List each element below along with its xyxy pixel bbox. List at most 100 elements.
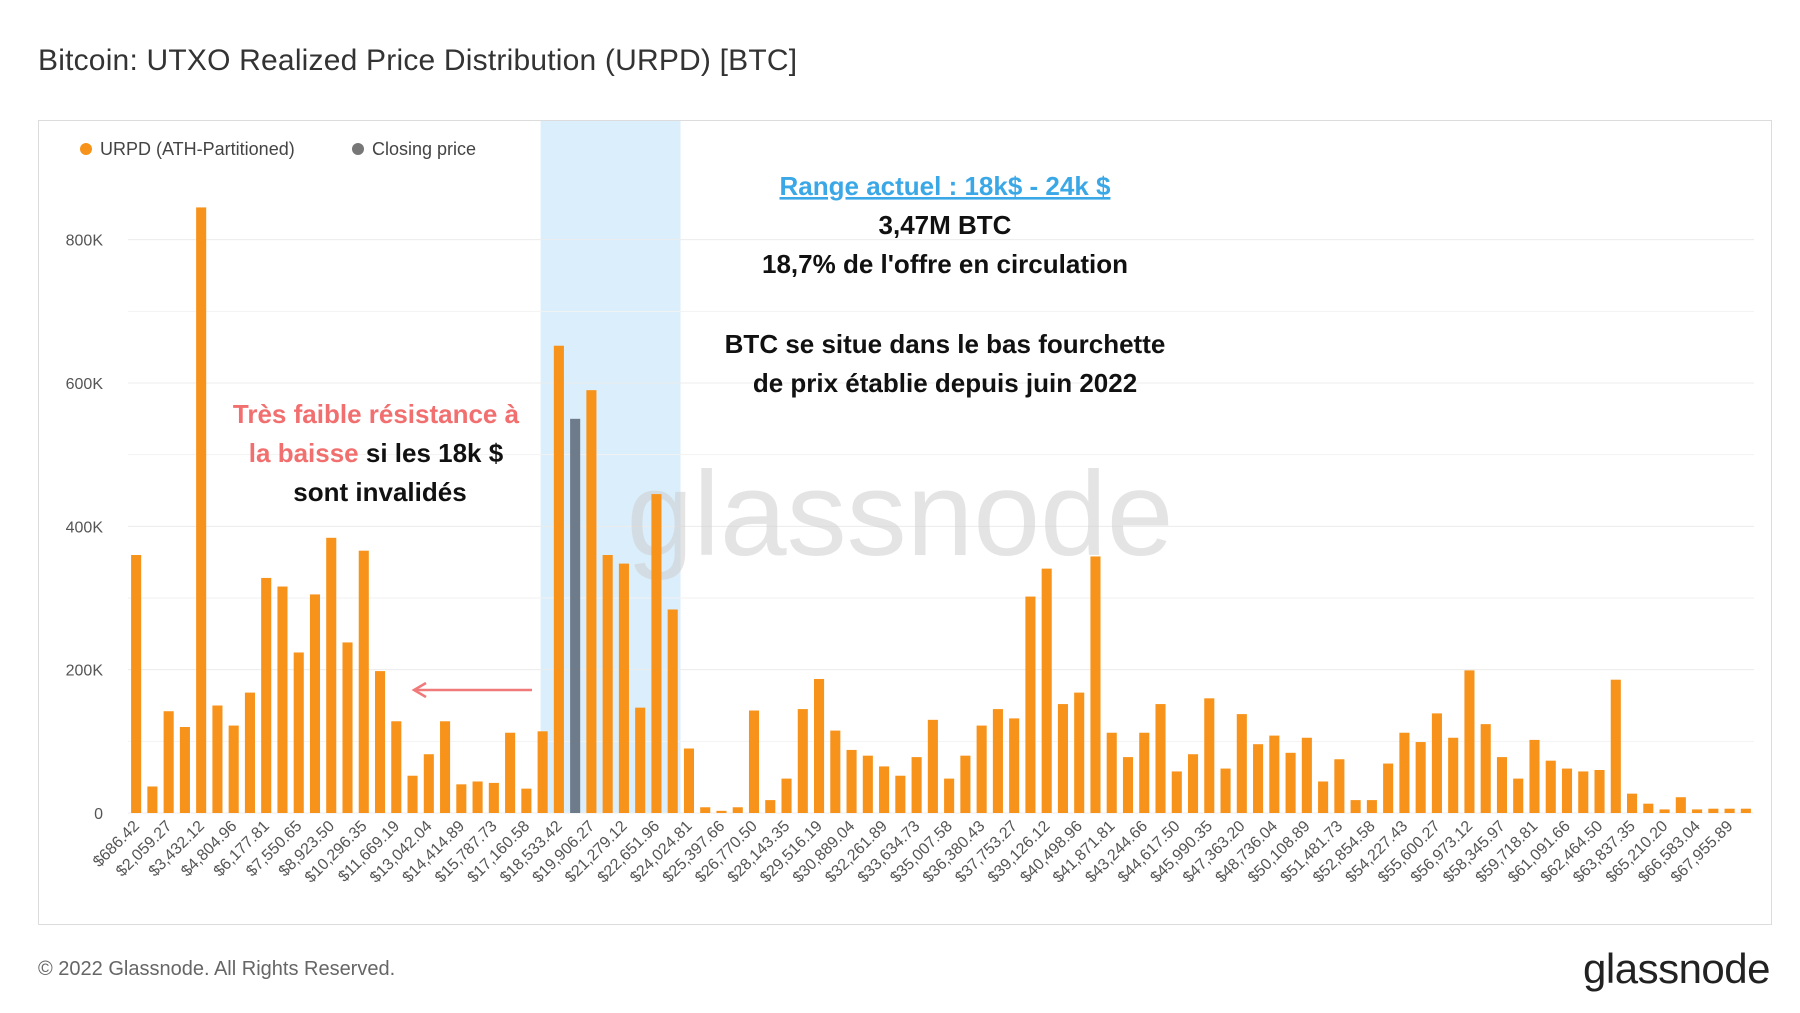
bar[interactable] <box>1675 797 1686 813</box>
legend-urpd-label[interactable]: URPD (ATH-Partitioned) <box>100 139 295 159</box>
bar[interactable] <box>342 642 353 813</box>
bar[interactable] <box>326 537 337 813</box>
bar[interactable] <box>244 692 255 813</box>
bar[interactable] <box>911 757 922 813</box>
footer-logo[interactable]: glassnode <box>1583 945 1770 992</box>
bar[interactable] <box>1025 596 1036 813</box>
bar[interactable] <box>1383 763 1394 813</box>
bar-closing-price[interactable] <box>570 418 581 813</box>
bar[interactable] <box>1106 732 1117 813</box>
bar[interactable] <box>1480 724 1491 813</box>
bar[interactable] <box>1529 739 1540 813</box>
bar[interactable] <box>976 725 987 813</box>
bar[interactable] <box>1139 732 1150 813</box>
bar[interactable] <box>147 786 158 813</box>
bar[interactable] <box>1009 718 1020 813</box>
bar[interactable] <box>1220 768 1231 813</box>
bar[interactable] <box>1122 757 1134 813</box>
bar[interactable] <box>1561 768 1573 813</box>
bar[interactable] <box>716 810 727 813</box>
bar[interactable] <box>1464 670 1475 813</box>
bar[interactable] <box>797 709 808 813</box>
bar[interactable] <box>830 730 841 813</box>
bar[interactable] <box>1041 568 1052 813</box>
bar[interactable] <box>992 709 1003 813</box>
bar[interactable] <box>1155 704 1166 813</box>
bar[interactable] <box>521 788 532 813</box>
bar[interactable] <box>927 719 938 813</box>
bar[interactable] <box>1366 800 1377 813</box>
bar[interactable] <box>651 494 662 813</box>
bar[interactable] <box>1643 803 1654 813</box>
bar[interactable] <box>667 609 678 813</box>
bar[interactable] <box>1318 781 1329 813</box>
bar[interactable] <box>1578 771 1589 813</box>
bar[interactable] <box>488 782 499 813</box>
bar[interactable] <box>1171 771 1182 813</box>
bar[interactable] <box>814 678 825 813</box>
bar[interactable] <box>1269 735 1280 813</box>
bar[interactable] <box>277 586 288 813</box>
bar[interactable] <box>1236 714 1247 813</box>
bar[interactable] <box>1692 809 1703 813</box>
bar[interactable] <box>1708 808 1719 813</box>
bar[interactable] <box>423 754 434 813</box>
bar[interactable] <box>1627 793 1638 813</box>
bar[interactable] <box>1301 737 1312 813</box>
bar[interactable] <box>960 755 971 813</box>
bar[interactable] <box>440 721 451 813</box>
bar[interactable] <box>1334 759 1345 813</box>
bar[interactable] <box>179 727 190 813</box>
bar[interactable] <box>1074 692 1085 813</box>
bar[interactable] <box>846 749 857 813</box>
bar[interactable] <box>391 721 402 813</box>
legend-closing-label[interactable]: Closing price <box>372 139 476 159</box>
bar[interactable] <box>1253 744 1264 813</box>
bar[interactable] <box>1187 754 1199 813</box>
bar[interactable] <box>553 345 564 813</box>
bar[interactable] <box>1431 713 1442 813</box>
bar[interactable] <box>765 800 776 813</box>
bar[interactable] <box>586 390 597 813</box>
bar[interactable] <box>1724 808 1735 813</box>
bar[interactable] <box>1545 760 1556 813</box>
bar[interactable] <box>293 652 304 813</box>
bar[interactable] <box>1659 809 1670 813</box>
bar[interactable] <box>309 594 321 813</box>
bar[interactable] <box>618 563 629 813</box>
bar[interactable] <box>1399 732 1410 813</box>
bar[interactable] <box>212 705 223 814</box>
bar[interactable] <box>862 755 873 813</box>
bar[interactable] <box>1090 556 1101 813</box>
bar[interactable] <box>163 711 174 813</box>
bar[interactable] <box>1448 737 1459 813</box>
bar[interactable] <box>1204 698 1215 813</box>
bar[interactable] <box>1350 800 1361 813</box>
bar[interactable] <box>407 775 418 813</box>
bar[interactable] <box>261 577 272 813</box>
bar[interactable] <box>228 725 239 813</box>
bar[interactable] <box>1513 778 1524 813</box>
bar[interactable] <box>1496 757 1508 813</box>
bar[interactable] <box>700 807 711 813</box>
bar[interactable] <box>781 778 792 813</box>
bar[interactable] <box>732 807 743 813</box>
bar[interactable] <box>537 731 548 813</box>
bar[interactable] <box>1285 752 1296 813</box>
bar[interactable] <box>1594 770 1605 813</box>
bar[interactable] <box>1057 704 1068 813</box>
bar[interactable] <box>879 766 890 813</box>
bar[interactable] <box>748 710 760 813</box>
bar[interactable] <box>131 555 142 813</box>
bar[interactable] <box>895 775 906 813</box>
bar[interactable] <box>1740 808 1751 813</box>
bar[interactable] <box>1610 679 1621 813</box>
bar[interactable] <box>635 707 646 813</box>
bar[interactable] <box>456 784 467 813</box>
bar[interactable] <box>602 555 613 813</box>
bar[interactable] <box>944 778 955 813</box>
bar[interactable] <box>358 550 369 813</box>
bar[interactable] <box>683 748 695 814</box>
bar[interactable] <box>1415 742 1426 813</box>
bar[interactable] <box>472 781 483 813</box>
